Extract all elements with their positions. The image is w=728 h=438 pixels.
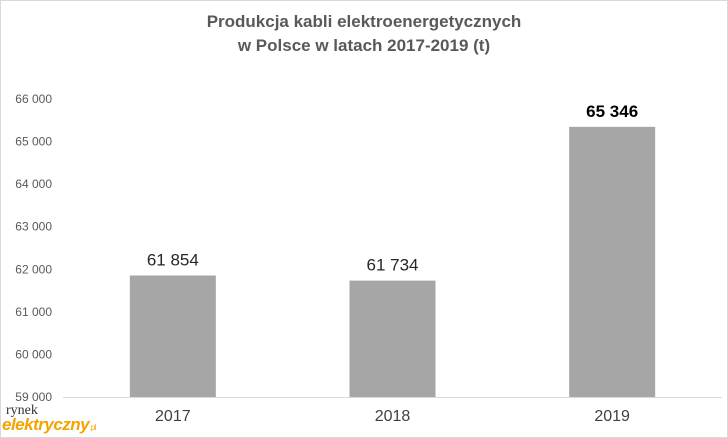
x-axis: 2017 2018 2019 xyxy=(155,408,630,425)
y-tick-label: 64 000 xyxy=(15,177,52,191)
bars xyxy=(129,126,656,398)
bar-2017 xyxy=(129,275,216,397)
chart-title-line-1: Produkcja kabli elektroenergetycznych xyxy=(207,12,522,31)
chart-title: Produkcja kabli elektroenergetycznych w … xyxy=(207,12,522,55)
data-label: 61 854 xyxy=(147,251,199,270)
bar-2019 xyxy=(569,126,656,398)
x-tick-label: 2018 xyxy=(375,408,411,425)
y-tick-label: 63 000 xyxy=(15,220,52,234)
y-tick-label: 62 000 xyxy=(15,262,52,276)
y-tick-label: 66 000 xyxy=(15,92,52,106)
chart-title-line-2: w Polsce w latach 2017-2019 (t) xyxy=(237,36,490,55)
y-tick-label: 65 000 xyxy=(15,135,52,149)
bar-2018 xyxy=(349,280,436,397)
x-tick-label: 2019 xyxy=(594,408,630,425)
y-tick-label: 60 000 xyxy=(15,347,52,361)
logo-top-text: rynek xyxy=(6,403,38,418)
y-tick-label: 61 000 xyxy=(15,305,52,319)
x-tick-label: 2017 xyxy=(155,408,191,425)
y-axis: 59 000 60 000 61 000 62 000 63 000 64 000 65 0… xyxy=(15,92,52,404)
logo-main-word: elektryczny xyxy=(2,415,90,434)
data-label: 65 346 xyxy=(586,102,638,121)
logo-main-text: elektryczny.pl xyxy=(2,415,97,434)
data-label: 61 734 xyxy=(367,256,419,275)
y-tick-label: 59 000 xyxy=(15,390,52,404)
data-labels: 61 854 61 734 65 346 xyxy=(147,102,638,275)
logo-suffix: .pl xyxy=(89,423,97,432)
site-logo: rynek elektryczny.pl xyxy=(2,403,97,434)
